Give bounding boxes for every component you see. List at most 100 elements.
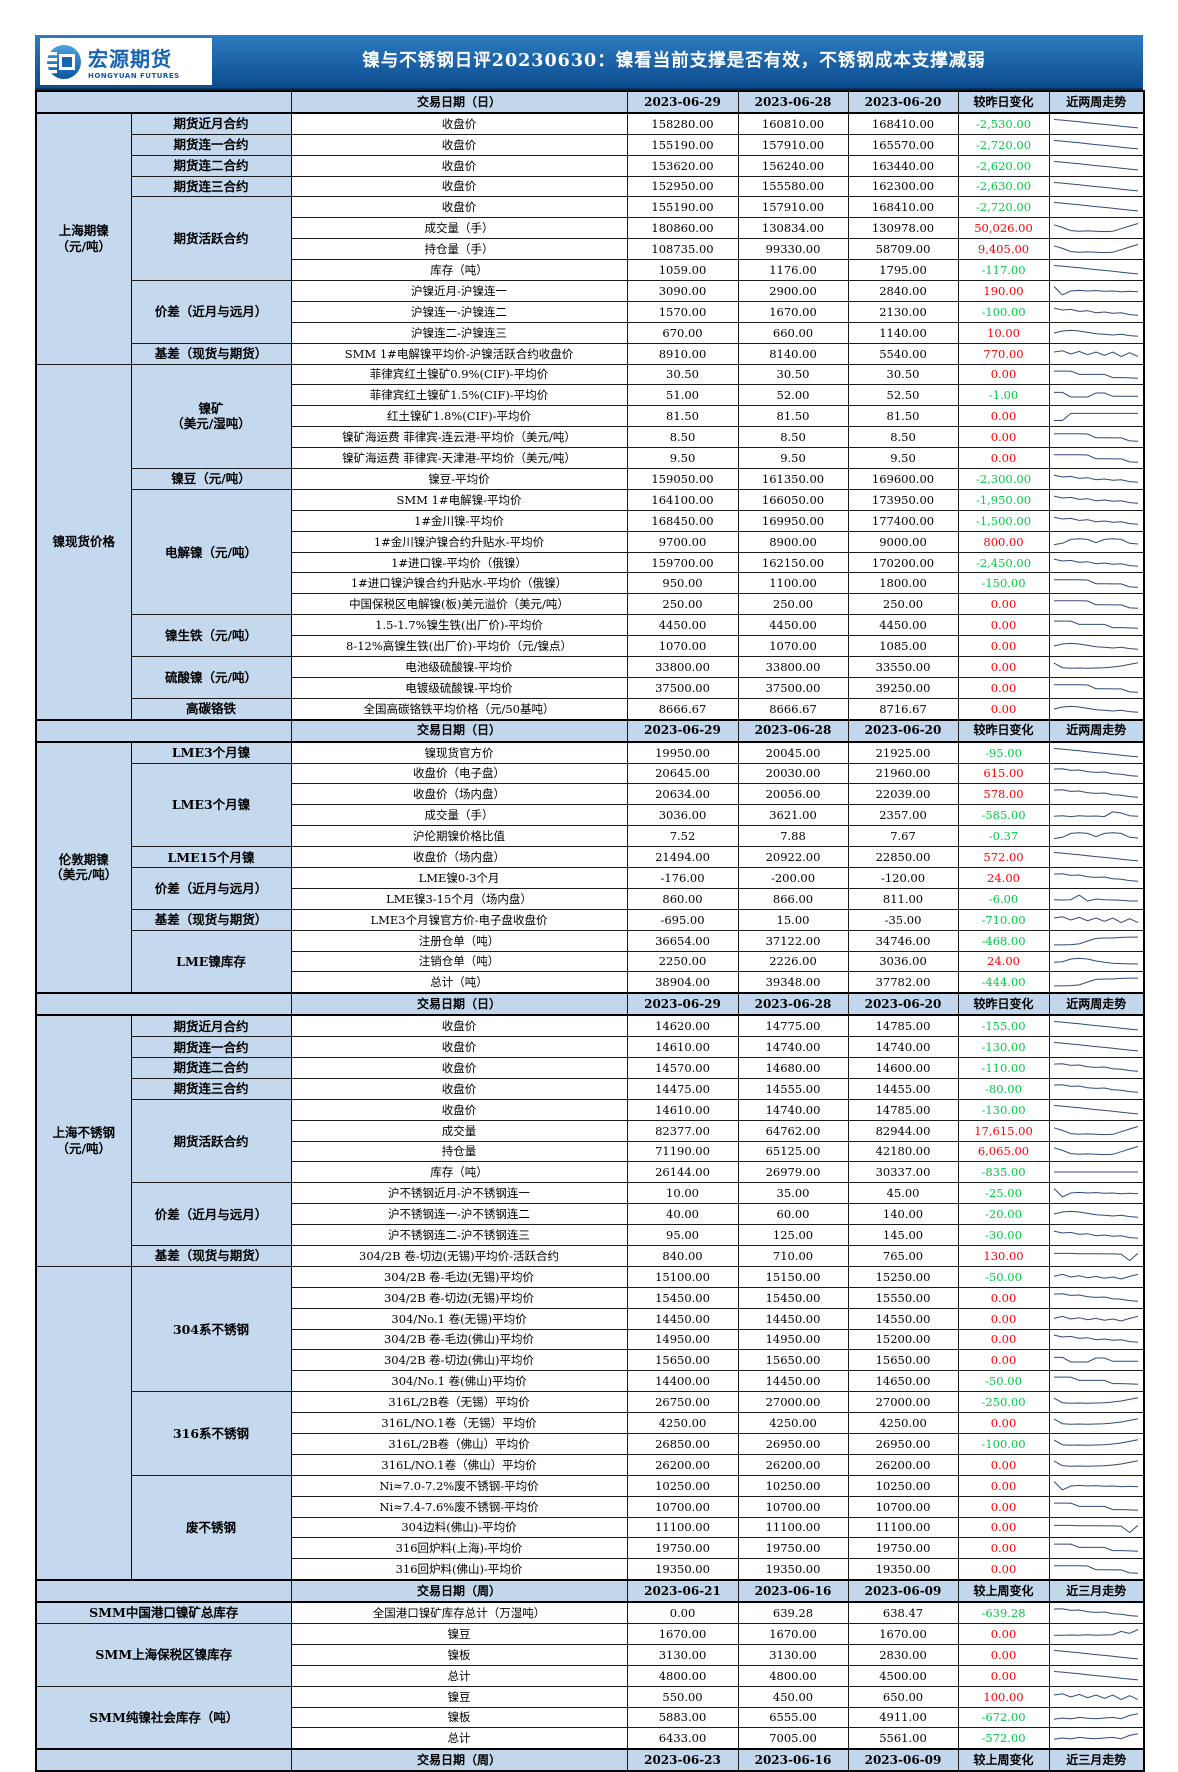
value-cell: 10250.00: [847, 1474, 959, 1497]
change-cell: 0.00: [957, 447, 1050, 470]
change-cell: 130.00: [957, 1244, 1050, 1267]
table-row: 316L/NO.1卷（无锡）平均价 4250.00 4250.00 4250.00 0.…: [36, 1412, 1145, 1434]
trend-sparkline: [1053, 1480, 1139, 1491]
trend-sparkline: [1054, 307, 1139, 316]
value-cell: 37122.00: [737, 929, 849, 952]
header-change-label-cell: 较上周变化: [957, 1748, 1050, 1772]
table-row: 上海不锈钢 （元/吨） 期货近月合约 收盘价 14620.00 14775.00 14785…: [35, 1014, 1145, 1267]
value-cell: 30.50: [626, 363, 739, 386]
trend-sparkline: [1054, 936, 1139, 945]
group-label-cell: 硫酸镍（元/吨）: [130, 656, 292, 699]
trend-sparkline: [1054, 1021, 1139, 1031]
trend-sparkline: [1054, 977, 1139, 987]
indicator-cell: 镍矿海运费 菲律宾-天津港-平均价（美元/吨）: [290, 447, 628, 470]
table-row: 期货连三合约 收盘价 152950.00 155580.00 162300.00 -2,6…: [36, 175, 1145, 198]
change-cell: 0.00: [957, 1558, 1050, 1581]
change-cell: -155.00: [957, 1014, 1050, 1038]
change-cell: 800.00: [957, 530, 1050, 553]
table-row: 镍生铁（元/吨） 1.5-1.7%镍生铁(出厂价)-平均价 4450.00 4450.…: [36, 614, 1145, 658]
trend-sparkline: [1053, 1188, 1139, 1198]
change-cell: -50.00: [957, 1370, 1050, 1393]
group-label-cell: 期货连三合约: [130, 1077, 292, 1100]
sparkline-cell: [1048, 1516, 1145, 1539]
trend-sparkline: [1054, 118, 1139, 129]
trend-sparkline: [1054, 915, 1139, 923]
sparkline-cell: [1048, 614, 1145, 637]
value-cell: 156240.00: [737, 154, 849, 177]
banner: 宏源期货 HONGYUAN FUTURES 镍与不锈钢日评20230630：镍看…: [35, 35, 1143, 90]
trend-sparkline: [1054, 537, 1139, 545]
value-cell: 8.50: [737, 426, 849, 449]
indicator-cell: 1#金川镍-平均价: [290, 509, 628, 532]
table-row: 中国保税区电解镍(板)美元溢价（美元/吨） 250.00 250.00 250.00 0…: [36, 593, 1145, 616]
value-cell: 10250.00: [737, 1474, 849, 1497]
value-cell: 15650.00: [737, 1349, 849, 1372]
sparkline-cell: [1048, 1370, 1145, 1393]
value-cell: 6433.00: [626, 1727, 739, 1750]
sparkline-cell: [1048, 509, 1145, 532]
trend-sparkline: [1054, 1042, 1139, 1052]
report-table: 交易日期（日） 2023-06-29 2023-06-28 2023-06-20 较昨日…: [35, 90, 1145, 1772]
value-cell: 4450.00: [626, 614, 739, 637]
change-cell: -444.00: [957, 971, 1050, 994]
header-date-cell: 2023-06-23: [626, 1748, 739, 1772]
value-cell: 153620.00: [626, 154, 739, 177]
change-cell: 0.00: [957, 676, 1050, 699]
sparkline-cell: [1048, 1077, 1145, 1100]
value-cell: 38904.00: [626, 971, 739, 994]
value-cell: 130834.00: [737, 217, 849, 240]
value-cell: 14600.00: [847, 1056, 959, 1079]
trend-sparkline: [1054, 1712, 1139, 1720]
value-cell: 160810.00: [737, 112, 849, 135]
change-cell: 615.00: [957, 762, 1050, 785]
value-cell: 20922.00: [737, 846, 849, 868]
sparkline-cell: [1048, 676, 1145, 699]
indicator-cell: 收盘价（场内盘）: [290, 783, 628, 806]
value-cell: 1795.00: [847, 259, 959, 282]
value-cell: 26144.00: [626, 1161, 739, 1184]
table-row: 304系不锈钢 304/2B 卷-毛边(无锡)平均价 15100.00 15150.0…: [35, 1265, 1145, 1581]
header-date-cell: 2023-06-20: [847, 90, 959, 114]
value-cell: 26200.00: [626, 1453, 739, 1476]
indicator-cell: 沪镍近月-沪镍连一: [290, 280, 628, 302]
sparkline-cell: [1048, 866, 1145, 889]
value-cell: 26850.00: [626, 1433, 739, 1455]
value-cell: 14400.00: [626, 1370, 739, 1393]
trend-sparkline: [1054, 958, 1139, 965]
sparkline-cell: [1048, 887, 1145, 910]
value-cell: 19350.00: [626, 1558, 739, 1581]
trend-sparkline: [1054, 495, 1139, 504]
sparkline-cell: [1048, 112, 1145, 135]
value-cell: 3130.00: [737, 1643, 849, 1666]
indicator-cell: 收盘价: [290, 175, 628, 198]
change-cell: -30.00: [957, 1224, 1050, 1246]
table-row: 基差（现货与期货） SMM 1#电解镍平均价-沪镍活跃合约收盘价 8910.00 81…: [36, 342, 1145, 365]
trend-sparkline: [1053, 286, 1139, 296]
header-blank-cell: [35, 90, 292, 114]
sparkline-cell: [1048, 154, 1145, 177]
sparkline-cell: [1048, 1664, 1145, 1687]
group-label-cell: 价差（近月与远月）: [130, 280, 292, 344]
table-row: 库存（吨） 26144.00 26979.00 30337.00 -835.00: [36, 1161, 1145, 1184]
change-cell: -639.28: [957, 1601, 1050, 1625]
value-cell: 3130.00: [626, 1643, 739, 1666]
table-row: LME15个月镍 收盘价（场内盘） 21494.00 20922.00 22850.00…: [36, 846, 1145, 868]
table-row: 沪不锈钢连二-沪不锈钢连三 95.00 125.00 145.00 -30.00: [36, 1224, 1145, 1246]
header-trend-label-cell: 近三月走势: [1048, 1579, 1145, 1604]
change-cell: 572.00: [957, 846, 1050, 868]
value-cell: 15650.00: [847, 1349, 959, 1372]
sparkline-cell: [1048, 1265, 1145, 1288]
table-row: 菲律宾红土镍矿1.5%(CIF)-平均价 51.00 52.00 52.50 -1.00: [36, 384, 1145, 407]
trend-sparkline: [1054, 768, 1139, 778]
value-cell: 164100.00: [626, 488, 739, 511]
sparkline-cell: [1048, 1433, 1145, 1455]
value-cell: 169950.00: [737, 509, 849, 532]
table-row: 镍矿海运费 菲律宾-连云港-平均价（美元/吨） 8.50 8.50 8.50 0.00: [36, 426, 1145, 449]
header-date-cell: 2023-06-29: [626, 90, 739, 114]
logo-text: 宏源期货 HONGYUAN FUTURES: [88, 43, 180, 80]
value-cell: 65125.00: [737, 1140, 849, 1163]
sparkline-cell: [1048, 1140, 1145, 1163]
value-cell: 11100.00: [626, 1516, 739, 1539]
indicator-cell: 316L/NO.1卷（无锡）平均价: [290, 1412, 628, 1434]
sparkline-cell: [1048, 1036, 1145, 1058]
